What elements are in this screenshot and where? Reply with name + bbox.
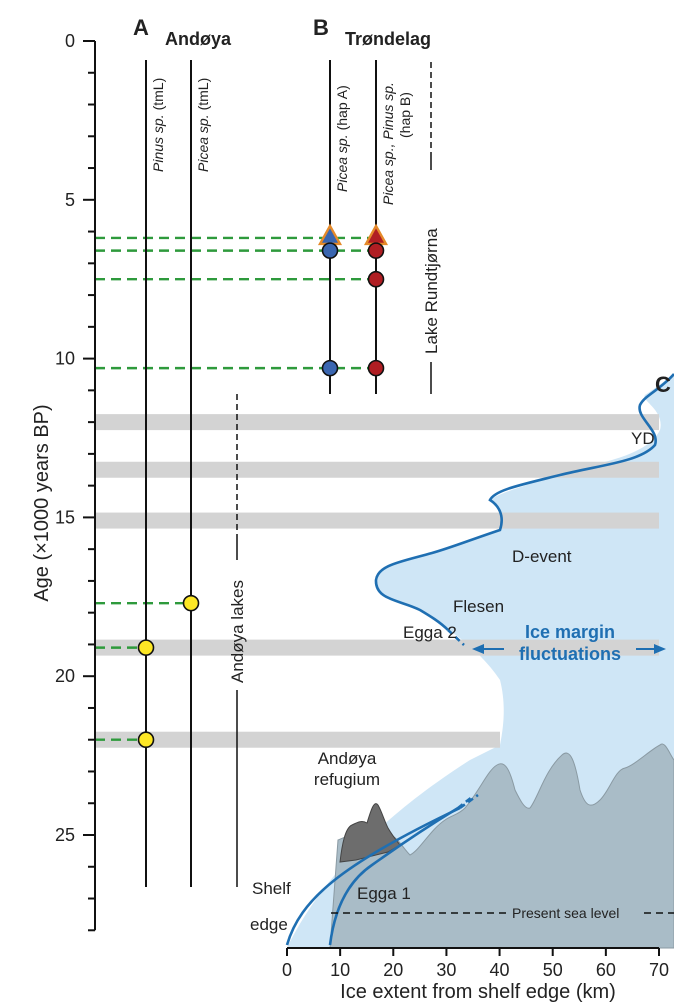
x-tick-label: 60: [596, 960, 616, 980]
x-tick-label: 40: [490, 960, 510, 980]
egga1-curve-dashed: [457, 795, 473, 810]
egga1-curve: [328, 806, 459, 946]
ice-margin-curve: [374, 373, 674, 631]
seafloor-terrain: [329, 743, 674, 949]
grey-band: [95, 512, 659, 529]
x-tick-label: 30: [436, 960, 456, 980]
x-axis: 0 10 20 30 40 50 60 70: [282, 947, 669, 980]
d-event-label: D-event: [512, 547, 572, 566]
blue-circle-marker: [321, 359, 339, 377]
blue-circle-marker: [321, 242, 339, 259]
red-circle-marker: [367, 242, 385, 259]
red-circle-marker: [367, 270, 385, 288]
panel-b-label: B: [313, 15, 329, 40]
yellow-circle-marker: [137, 731, 155, 749]
x-tick-label: 0: [282, 960, 292, 980]
red-circle-marker: [367, 359, 385, 377]
panel-c-label: C: [655, 372, 671, 397]
y-axis-title: Age (×1000 years BP): [31, 404, 53, 601]
markers: [137, 223, 389, 749]
grey-band: [95, 414, 659, 431]
ice-margin-curve-dashed: [447, 629, 465, 646]
y-tick-label: 10: [55, 349, 75, 369]
region-andoya: Andøya: [165, 29, 232, 49]
grey-bands: [95, 414, 659, 748]
yellow-circle-marker: [182, 594, 200, 612]
ice-margin-lower: [285, 806, 461, 946]
x-tick-label: 10: [330, 960, 350, 980]
picea-pinus-hapB-label: Picea sp., Pinus sp.: [380, 82, 396, 205]
x-tick-label: 20: [383, 960, 403, 980]
shelf-label-1: Shelf: [252, 879, 291, 898]
sea-level-label: Present sea level: [512, 905, 619, 921]
x-tick-label: 50: [543, 960, 563, 980]
triangle-marker: [317, 223, 343, 246]
yd-label: YD: [631, 429, 655, 448]
egga1-label: Egga 1: [357, 884, 411, 903]
ice-margin-lower-dashed: [459, 793, 479, 810]
ice-margin-title: Ice margin: [525, 622, 615, 642]
y-tick-label: 5: [65, 190, 75, 210]
grey-band: [95, 731, 500, 748]
picea-andoya-label: Picea sp.(tmL): [195, 78, 211, 172]
triangle-marker: [363, 223, 389, 246]
x-tick-label: 70: [649, 960, 669, 980]
y-tick-label: 0: [65, 31, 75, 51]
grey-band: [95, 639, 659, 656]
picea-hapA-label: Picea sp.(hap A): [334, 85, 350, 192]
yellow-circle-marker: [137, 639, 155, 656]
y-axis: 0 5 10 15 20 25: [55, 31, 96, 932]
pinus-andoya-label: Pinus sp.(tmL): [150, 78, 166, 172]
ice-margin-subtitle: fluctuations: [519, 644, 621, 664]
lake-rundtjorna-label: Lake Rundtjørna: [422, 228, 441, 354]
green-dashed-lines: [95, 236, 376, 741]
region-trondelag: Trøndelag: [345, 29, 431, 49]
x-axis-title: Ice extent from shelf edge (km): [340, 981, 616, 1003]
panel-a-label: A: [133, 15, 149, 40]
shelf-label-2: edge: [250, 915, 288, 934]
refugium-label-1: Andøya: [318, 749, 377, 768]
grey-band: [95, 461, 659, 478]
egga2-label: Egga 2: [403, 623, 457, 642]
hapB-tag-label: (hap B): [397, 92, 413, 138]
refugium-label-2: refugium: [314, 770, 380, 789]
y-tick-label: 20: [55, 666, 75, 686]
flesen-label: Flesen: [453, 597, 504, 616]
y-tick-label: 25: [55, 825, 75, 845]
ice-margin-arrow: [472, 644, 666, 654]
y-tick-label: 15: [55, 507, 75, 527]
andoya-lakes-label: Andøya lakes: [228, 580, 247, 683]
